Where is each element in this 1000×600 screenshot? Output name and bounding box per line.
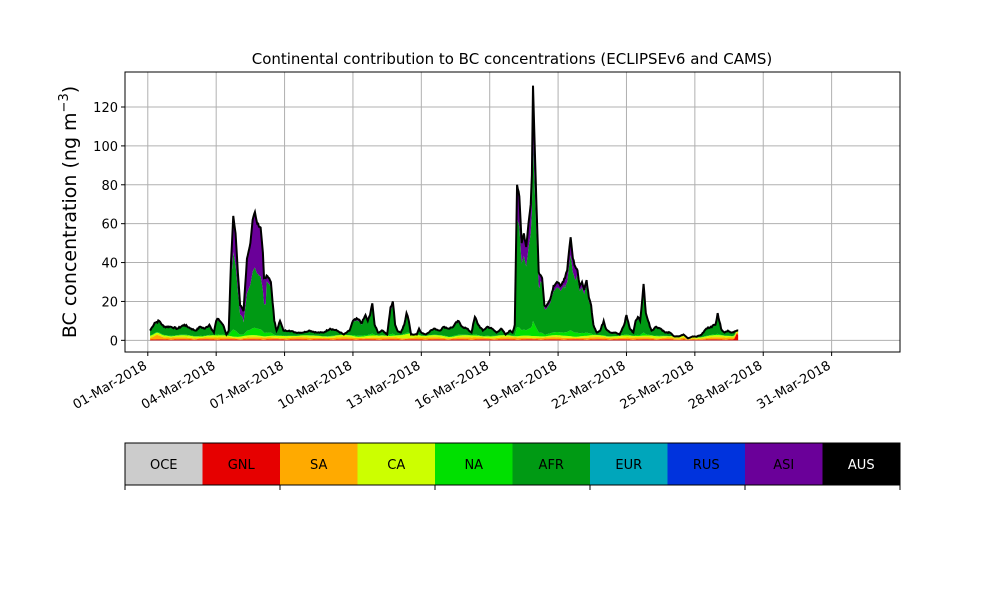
colorbar-swatch <box>590 443 668 485</box>
y-axis-label: BC concentration (ng m−3) <box>57 86 81 338</box>
colorbar-label: AUS <box>848 458 875 473</box>
sa-area <box>150 331 739 340</box>
colorbar-swatch <box>435 443 513 485</box>
colorbar-swatch <box>667 443 746 485</box>
y-axis-label-exponent: −3 <box>57 93 72 112</box>
y-tick-label: 40 <box>101 257 118 272</box>
total-outline <box>149 85 739 340</box>
na-area <box>150 321 739 339</box>
colorbar-swatch <box>745 443 823 485</box>
colorbar-swatch <box>357 443 436 485</box>
colorbar-label: SA <box>310 458 327 473</box>
y-tick-label: 120 <box>93 101 118 116</box>
colorbar-label: EUR <box>615 458 642 473</box>
x-tick-label: 25-Mar-2018 <box>618 358 697 412</box>
y-axis-label-main: BC concentration (ng m <box>59 112 81 338</box>
x-tick-label: 22-Mar-2018 <box>549 358 628 412</box>
chart-title: Continental contribution to BC concentra… <box>252 50 773 68</box>
plot-frame <box>124 71 901 353</box>
colorbar-label: CA <box>387 458 405 473</box>
x-tick-label: 19-Mar-2018 <box>481 358 560 412</box>
colorbar-frame <box>124 442 901 486</box>
colorbar-label: RUS <box>693 458 720 473</box>
tick-layer: 0 20 40 60 80 100 120 01-Mar-201804-Mar-201807-… <box>71 101 834 413</box>
y-tick-label: 100 <box>93 140 118 155</box>
colorbar-label: GNL <box>228 458 256 473</box>
x-tick-label: 01-Mar-2018 <box>71 358 150 412</box>
x-tick-label: 10-Mar-2018 <box>276 358 355 412</box>
colorbar-label: NA <box>464 458 483 473</box>
stacked-area-layer <box>149 85 739 341</box>
colorbar-label: OCE <box>150 458 178 473</box>
y-tick-label: 80 <box>101 179 118 194</box>
x-tick-label: 04-Mar-2018 <box>139 358 218 412</box>
x-tick-label: 28-Mar-2018 <box>686 358 765 412</box>
colorbar-legend: OCE GNL SA CA NA AFR EUR RUS ASI AUS <box>124 442 901 490</box>
colorbar-swatch <box>125 443 203 485</box>
ca-area <box>150 330 739 340</box>
colorbar-label: AFR <box>539 458 564 473</box>
y-tick-label: 20 <box>101 295 118 310</box>
afr-area <box>150 140 739 339</box>
x-tick-label: 16-Mar-2018 <box>413 358 492 412</box>
y-tick-label: 60 <box>101 218 118 233</box>
colorbar-swatch <box>280 443 358 485</box>
y-axis-label-tail: ) <box>59 86 81 93</box>
colorbar-swatch <box>822 443 901 485</box>
colorbar-label: ASI <box>773 458 794 473</box>
x-tick-label: 31-Mar-2018 <box>754 358 833 412</box>
colorbar-swatch <box>512 443 591 485</box>
y-tick-label: 0 <box>110 334 118 349</box>
gnl-area <box>150 333 739 341</box>
colorbar-swatch <box>202 443 281 485</box>
x-tick-label: 07-Mar-2018 <box>207 358 286 412</box>
x-tick-label: 13-Mar-2018 <box>344 358 423 412</box>
